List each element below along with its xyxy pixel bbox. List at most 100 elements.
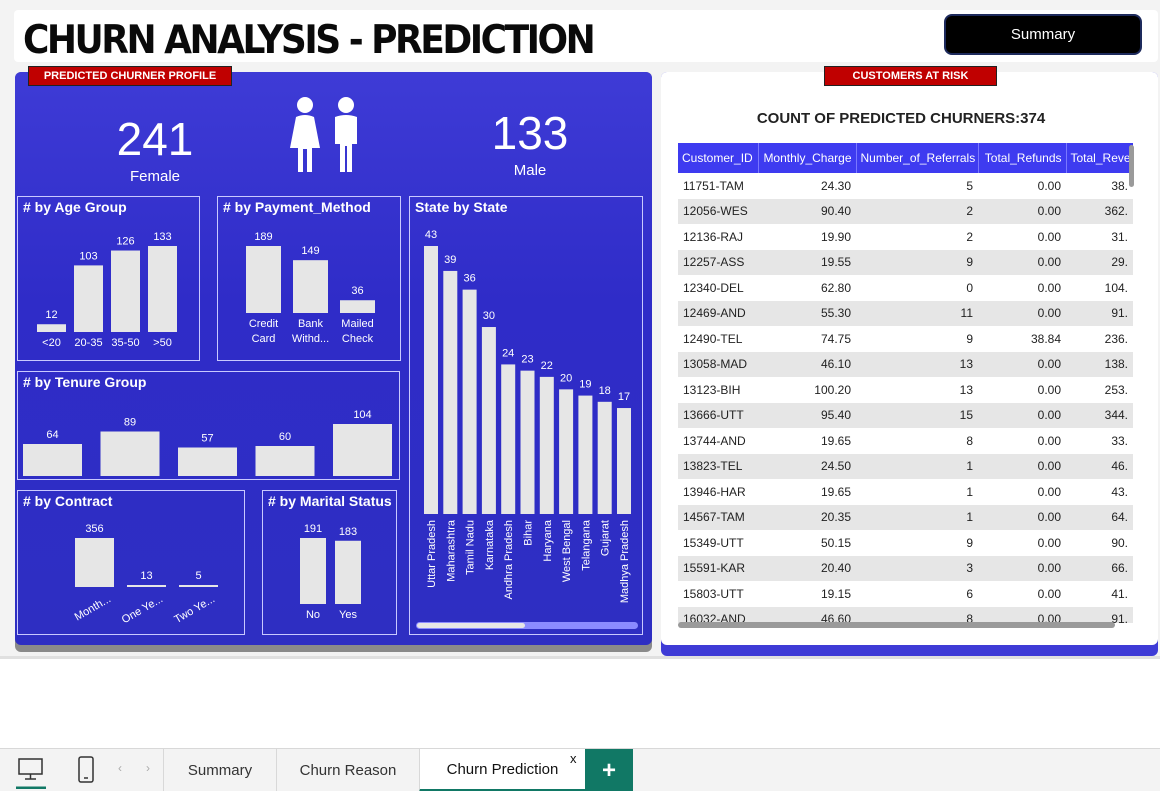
- tenure-group-chart[interactable]: # by Tenure Group 64 89 57 60 104: [17, 371, 400, 480]
- table-row[interactable]: 12340-DEL 62.80 0 0.00 104.: [678, 275, 1133, 301]
- table-row[interactable]: 12136-RAJ 19.90 2 0.00 31.: [678, 224, 1133, 250]
- state-bar[interactable]: [578, 395, 593, 514]
- state-bar[interactable]: [481, 327, 496, 514]
- contract-chart[interactable]: # by Contract 356 Month... 13 One Ye... 5 Two…: [17, 490, 245, 635]
- state-chart-scroll-thumb[interactable]: [417, 623, 525, 628]
- tenure-bar[interactable]: [255, 446, 315, 476]
- table-row[interactable]: 13058-MAD 46.10 13 0.00 138.: [678, 351, 1133, 377]
- table-row[interactable]: 15591-KAR 20.40 3 0.00 66.: [678, 555, 1133, 581]
- table-cell: 43.: [1111, 484, 1128, 499]
- table-vertical-scrollbar[interactable]: [1129, 145, 1134, 187]
- table-cell: 12257-ASS: [678, 249, 758, 275]
- age-bar[interactable]: [148, 246, 177, 332]
- table-row[interactable]: 14567-TAM 20.35 1 0.00 64.: [678, 504, 1133, 530]
- table-cell: 50.15: [820, 535, 851, 550]
- table-cell: 19.55: [758, 249, 856, 275]
- table-cell: 33.: [1111, 433, 1128, 448]
- customers-table-container: Customer_ID Monthly_Charge Number_of_Refer…: [678, 143, 1133, 623]
- table-row[interactable]: 13666-UTT 95.40 15 0.00 344.: [678, 402, 1133, 428]
- payment-bar[interactable]: [293, 260, 328, 313]
- marital-bar[interactable]: [300, 538, 326, 604]
- state-bar[interactable]: [617, 408, 631, 514]
- table-header-cell[interactable]: Monthly_Charge: [758, 143, 857, 173]
- table-row[interactable]: 15803-UTT 19.15 6 0.00 41.: [678, 581, 1133, 607]
- table-row[interactable]: 13946-HAR 19.65 1 0.00 43.: [678, 479, 1133, 505]
- table-row[interactable]: 13123-BIH 100.20 13 0.00 253.: [678, 377, 1133, 403]
- contract-tick-label: Month...: [73, 593, 113, 623]
- state-chart-scrollbar[interactable]: [416, 622, 638, 629]
- table-cell: 12490-TEL: [683, 331, 743, 346]
- table-row[interactable]: 12257-ASS 19.55 9 0.00 29.: [678, 249, 1133, 275]
- age-bar[interactable]: [111, 250, 140, 332]
- table-cell: 104.: [1104, 280, 1128, 295]
- mobile-view-icon[interactable]: [77, 755, 95, 785]
- state-tick-label: Maharashtra: [445, 519, 457, 582]
- canvas-empty-area: [0, 656, 1160, 748]
- state-bar[interactable]: [539, 376, 554, 514]
- table-body: 11751-TAM 24.30 5 0.00 38. 12056-WES 90.40 2 0.0…: [678, 173, 1133, 623]
- scroll-right-icon[interactable]: ›: [146, 761, 150, 775]
- table-header-cell[interactable]: Number_of_Referrals: [856, 143, 979, 173]
- scroll-left-icon[interactable]: ‹: [118, 761, 122, 775]
- state-bar[interactable]: [443, 270, 458, 514]
- desktop-view-icon[interactable]: [16, 755, 46, 789]
- table-header-cell[interactable]: Total_Revenu: [1066, 143, 1133, 173]
- table-cell: 100.20: [814, 382, 851, 397]
- table-cell: 0.00: [978, 555, 1066, 581]
- table-row[interactable]: 16032-AND 46.60 8 0.00 91.: [678, 606, 1133, 623]
- table-cell: 13: [856, 351, 978, 377]
- state-bar[interactable]: [462, 289, 477, 514]
- female-label: Female: [129, 168, 181, 185]
- summary-button[interactable]: Summary: [944, 14, 1142, 55]
- age-bar[interactable]: [74, 265, 103, 332]
- tenure-bar[interactable]: [178, 447, 237, 477]
- table-cell: 0.00: [978, 606, 1066, 623]
- state-bar[interactable]: [559, 389, 574, 514]
- close-tab-icon[interactable]: x: [570, 751, 577, 766]
- table-cell: 1: [856, 453, 978, 479]
- table-row[interactable]: 11751-TAM 24.30 5 0.00 38.: [678, 173, 1133, 199]
- state-bar[interactable]: [424, 246, 438, 514]
- payment-method-chart[interactable]: # by Payment_Method 189 Credit Card 149 Bank…: [217, 196, 401, 361]
- state-data-label: 30: [483, 310, 495, 322]
- table-row[interactable]: 12469-AND 55.30 11 0.00 91.: [678, 300, 1133, 326]
- tab-churn-reason[interactable]: Churn Reason: [276, 749, 419, 791]
- marital-bar[interactable]: [335, 540, 361, 604]
- table-row[interactable]: 12056-WES 90.40 2 0.00 362.: [678, 198, 1133, 224]
- contract-bar[interactable]: [127, 585, 166, 587]
- contract-bar[interactable]: [75, 538, 114, 587]
- state-bar[interactable]: [501, 364, 516, 514]
- tab-summary[interactable]: Summary: [163, 749, 276, 791]
- marital-status-chart[interactable]: # by Marital Status 191 No 183 Yes: [262, 490, 397, 635]
- contract-bar[interactable]: [179, 585, 218, 587]
- tenure-bar[interactable]: [333, 424, 392, 476]
- table-row[interactable]: 12490-TEL 74.75 9 38.84 236.: [678, 326, 1133, 352]
- table-row[interactable]: 13744-AND 19.65 8 0.00 33.: [678, 428, 1133, 454]
- table-cell: 6: [966, 586, 973, 601]
- table-cell: 19.65: [820, 433, 851, 448]
- table-cell: 19.15: [820, 586, 851, 601]
- tenure-bar[interactable]: [23, 444, 82, 476]
- age-bar[interactable]: [37, 324, 66, 332]
- state-bar[interactable]: [597, 401, 612, 514]
- predicted-churner-profile-tag: PREDICTED CHURNER PROFILE: [28, 66, 232, 86]
- payment-bar[interactable]: [340, 300, 375, 313]
- table-header-cell[interactable]: Customer_ID: [678, 143, 759, 173]
- tab-churn-prediction[interactable]: Churn Prediction: [419, 749, 585, 791]
- table-cell: 0.00: [1037, 535, 1061, 550]
- table-header-cell[interactable]: Total_Refunds: [978, 143, 1067, 173]
- payment-bar[interactable]: [246, 246, 281, 313]
- contract-data-label: 5: [195, 570, 201, 582]
- table-horizontal-scrollbar[interactable]: [678, 622, 1115, 628]
- add-page-button[interactable]: +: [585, 749, 633, 791]
- table-row[interactable]: 15349-UTT 50.15 9 0.00 90.: [678, 530, 1133, 556]
- payment-data-label: 189: [254, 231, 272, 243]
- table-cell: 0.00: [1037, 484, 1061, 499]
- state-data-label: 23: [521, 354, 533, 366]
- tenure-bar[interactable]: [100, 431, 160, 477]
- state-chart[interactable]: State by State 43 Uttar Pradesh 39 Maharash…: [409, 196, 643, 635]
- age-group-chart[interactable]: # by Age Group 12 <20 103 20-35 126 35-50 133 >…: [17, 196, 200, 361]
- age-data-label: 12: [45, 309, 57, 321]
- state-bar[interactable]: [520, 370, 535, 514]
- table-row[interactable]: 13823-TEL 24.50 1 0.00 46.: [678, 453, 1133, 479]
